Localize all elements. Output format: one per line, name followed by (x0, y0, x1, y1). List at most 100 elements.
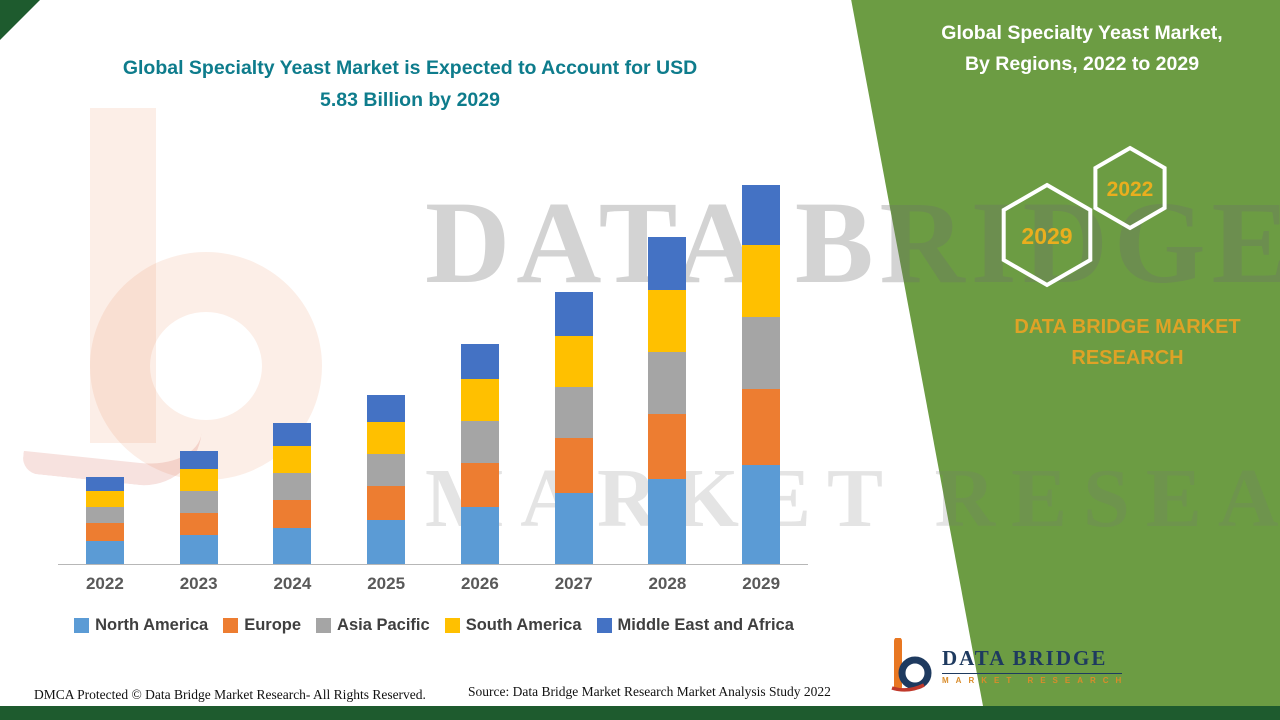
legend-label: Asia Pacific (337, 616, 430, 634)
bar-segment-north-america (742, 465, 781, 564)
bar-group (339, 161, 433, 564)
bar-segment-north-america (85, 541, 124, 564)
hexagon-2029-label: 2029 (1021, 223, 1072, 249)
bottom-green-strip (0, 706, 1280, 720)
bar-segment-europe (273, 500, 312, 528)
bar-segment-north-america (648, 479, 687, 564)
bar-segment-europe (648, 414, 687, 479)
bar-segment-asia-pacific (742, 317, 781, 389)
dmca-notice: DMCA Protected © Data Bridge Market Rese… (34, 687, 426, 702)
hexagon-2022 (1093, 145, 1167, 231)
legend-label: Middle East and Africa (617, 616, 794, 634)
panel-title-line1: Global Specialty Yeast Market, (941, 22, 1223, 44)
stacked-bar-2024 (273, 423, 312, 564)
logo-b-icon (891, 638, 932, 692)
hexagon-2022-label: 2022 (1107, 178, 1154, 201)
bar-segment-south-america (273, 446, 312, 473)
x-axis-label: 2028 (648, 574, 687, 593)
bar-group (58, 161, 152, 564)
bar-segment-europe (85, 523, 124, 541)
plot-area (58, 161, 808, 565)
chart-title-line1: Global Specialty Yeast Market is Expecte… (122, 57, 698, 79)
chart-title: Global Specialty Yeast Market is Expecte… (60, 52, 760, 116)
x-axis-label: 2023 (179, 574, 218, 593)
bar-segment-middle-east-and-africa (273, 423, 312, 446)
bar-segment-middle-east-and-africa (85, 477, 124, 491)
bar-segment-middle-east-and-africa (179, 451, 218, 469)
stacked-bar-2022 (85, 477, 124, 564)
x-axis-label: 2026 (460, 574, 499, 593)
logo-name: DATA BRIDGE (942, 645, 1108, 670)
bar-segment-north-america (460, 507, 499, 564)
bar-segment-south-america (742, 245, 781, 317)
legend-swatch (444, 618, 460, 633)
bar-segment-south-america (179, 469, 218, 491)
brand-text: DATA BRIDGE MARKET RESEARCH (985, 312, 1270, 374)
stacked-bar-2025 (367, 395, 406, 564)
bar-segment-south-america (648, 290, 687, 352)
legend-label: North America (95, 616, 209, 634)
bar-segment-asia-pacific (273, 473, 312, 500)
bar-segment-asia-pacific (554, 387, 593, 438)
legend-swatch (223, 618, 239, 633)
legend-item: South America (444, 616, 582, 635)
legend: North America Europe Asia Pacific South Ame… (38, 616, 830, 635)
bar-segment-middle-east-and-africa (648, 237, 687, 290)
stacked-bar-2026 (460, 344, 499, 564)
bar-group (621, 161, 715, 564)
bar-segment-north-america (367, 520, 406, 564)
bar-segment-europe (367, 486, 406, 520)
corner-triangle-decoration (0, 0, 40, 40)
bar-segment-asia-pacific (460, 421, 499, 463)
panel-title: Global Specialty Yeast Market, By Region… (903, 18, 1261, 80)
bar-segment-europe (460, 463, 499, 507)
bar-segment-asia-pacific (648, 352, 687, 414)
stacked-bar-2029 (742, 185, 781, 564)
bar-segment-middle-east-and-africa (554, 292, 593, 336)
panel-title-line2: By Regions, 2022 to 2029 (964, 53, 1200, 75)
x-axis-label: 2025 (367, 574, 406, 593)
bar-segment-asia-pacific (367, 454, 406, 486)
bar-group (714, 161, 808, 564)
legend-label: Europe (244, 616, 302, 634)
stacked-bar-2027 (554, 292, 593, 564)
brand-text-line2: RESEARCH (1071, 347, 1184, 369)
brand-text-line1: DATA BRIDGE MARKET (1014, 316, 1241, 338)
x-axis-labels: 2022 2023 2024 2025 2026 2027 2028 2029 (58, 574, 808, 594)
stacked-bar-2028 (648, 237, 687, 564)
x-axis-label: 2029 (742, 574, 781, 593)
watermark-text-line1: DATA BRIDGE (425, 177, 1280, 308)
bar-segment-europe (742, 389, 781, 465)
legend-swatch (596, 618, 612, 633)
bar-segment-south-america (460, 379, 499, 421)
hexagon-badges: 2022 2029 (1001, 145, 1167, 288)
x-axis-label: 2022 (85, 574, 124, 593)
source-note: Source: Data Bridge Market Research Mark… (452, 681, 847, 703)
legend-label: South America (465, 616, 582, 634)
bar-segment-north-america (179, 535, 218, 564)
chart-title-line2: 5.83 Billion by 2029 (320, 89, 500, 111)
company-logo: DATA BRIDGE MARKET RESEARCH (888, 638, 1128, 692)
bar-group (527, 161, 621, 564)
bar-group (152, 161, 246, 564)
x-axis-label: 2024 (273, 574, 312, 593)
bar-segment-europe (554, 438, 593, 493)
legend-item: Asia Pacific (316, 616, 430, 635)
logo-divider (942, 672, 1122, 674)
bar-group (246, 161, 340, 564)
legend-item: Middle East and Africa (596, 616, 794, 635)
logo-tagline: MARKET RESEARCH (942, 675, 1129, 685)
legend-swatch (74, 618, 90, 633)
hexagon-2029 (1001, 182, 1093, 288)
bar-segment-north-america (273, 528, 312, 564)
legend-swatch (316, 618, 332, 633)
bar-segment-middle-east-and-africa (460, 344, 499, 379)
bar-segment-south-america (367, 422, 406, 454)
bar-segment-north-america (554, 493, 593, 564)
bar-segment-south-america (85, 491, 124, 507)
bar-segment-asia-pacific (179, 491, 218, 513)
bar-segment-middle-east-and-africa (367, 395, 406, 422)
bar-segment-asia-pacific (85, 507, 124, 523)
x-axis-label: 2027 (554, 574, 593, 593)
